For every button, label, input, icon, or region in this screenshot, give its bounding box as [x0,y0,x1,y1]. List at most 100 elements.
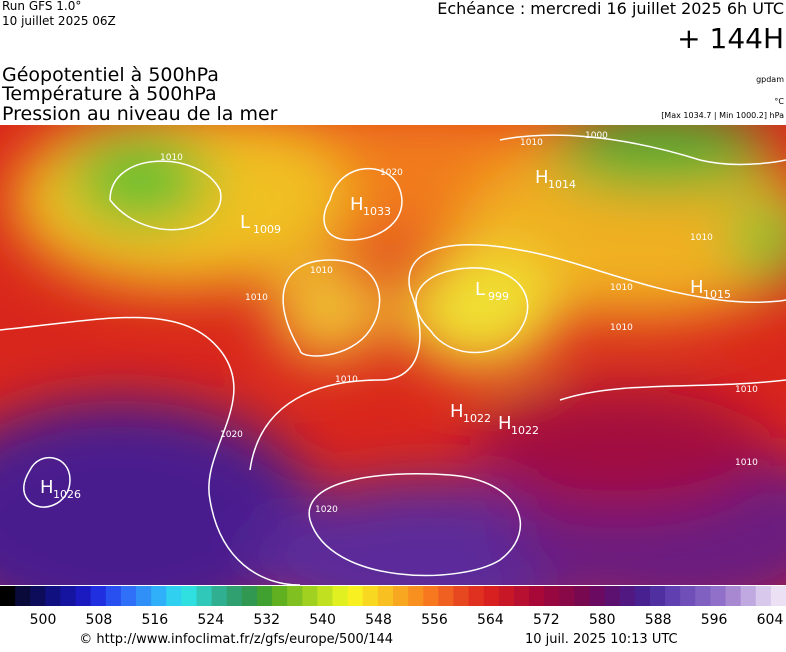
colorbar-swatch [256,586,273,606]
center-value: 1033 [363,205,391,218]
colorbar-label: 508 [86,612,113,628]
colorbar-label: 532 [253,612,280,628]
colorbar-swatch [770,586,786,606]
title: Température à 500hPa [1,83,217,105]
colorbar-label: 524 [197,612,224,628]
colorbar-label: 564 [477,612,504,628]
colorbar-label: 580 [589,612,616,628]
isobar-label: 1010 [735,458,758,468]
colorbar-swatch [634,586,651,606]
colorbar-swatch [604,586,621,606]
colorbar-swatch [377,586,394,606]
colorbar-label: 516 [141,612,168,628]
isobar-label: 1010 [610,283,633,293]
isobar-label: 1010 [310,266,333,276]
colorbar-swatch [544,586,560,606]
isobar-label: 1000 [585,131,608,141]
colorbar-swatch [287,586,303,606]
center-letter: H [450,401,464,422]
title: Géopotentiel à 500hPa [2,64,219,86]
center-letter: H [690,277,704,298]
isobar-label: 1010 [245,293,268,303]
colorbar-swatch [105,586,122,606]
center-letter: L [240,212,250,233]
colorbar-swatch [725,586,742,606]
isobar-label: 1020 [315,505,338,515]
colorbar-swatch [196,586,213,606]
colorbar-swatch [649,586,666,606]
colorbar-swatch [755,586,772,606]
center-letter: H [535,167,549,188]
colorbar-swatch [468,586,485,606]
colorbar-swatch [45,586,61,606]
colorbar-swatch [181,586,197,606]
lead-time: + 144H [677,22,784,55]
isobar-label: 1020 [220,430,243,440]
isobar-label: 1010 [160,153,183,163]
colorbar-label: 604 [757,612,784,628]
colorbar-swatch [438,586,454,606]
colorbar-swatch [90,586,107,606]
colorbar-swatch [680,586,696,606]
center-letter: H [498,413,512,434]
title: Pression au niveau de la mer [2,103,278,125]
colorbar-swatch [362,586,379,606]
center-value: 999 [488,290,509,303]
colorbar-swatch [30,586,46,606]
colorbar-swatch [574,586,590,606]
unit: gpdam [756,75,784,84]
colorbar-swatch [332,586,349,606]
colorbar-swatch [619,586,636,606]
colorbar-swatch [423,586,439,606]
colorbar-swatch [710,586,727,606]
colorbar-swatch [75,586,92,606]
colorbar-swatch [272,586,288,606]
colorbar-swatch [0,586,16,606]
colorbar-swatch [393,586,409,606]
footer-url: © http://www.infoclimat.fr/z/gfs/europe/… [79,632,393,647]
colorbar-swatch [166,586,182,606]
colorbar-label: 540 [309,612,336,628]
run: Run GFS 1.0° [2,0,81,13]
colorbar-swatch [226,586,243,606]
run-date: 10 juillet 2025 06Z [2,14,116,28]
center-letter: L [475,279,485,300]
center-value: 1022 [463,412,491,425]
center-letter: H [40,477,54,498]
colorbar-swatch [120,586,137,606]
echeance: Echéance : mercredi 16 juillet 2025 6h U… [437,0,784,18]
colorbar-label: 596 [701,612,728,628]
isobar-label: 1010 [335,375,358,385]
colorbar-swatch [483,586,500,606]
colorbar-swatch [211,586,228,606]
colorbar-swatch [15,586,31,606]
center-letter: H [350,194,364,215]
colorbar-swatch [302,586,318,606]
colorbar: 500 508 516 524 532 540 548 556 564 572 580 588 596 6… [0,586,786,628]
colorbar-swatch [136,586,152,606]
colorbar-label: 548 [365,612,392,628]
colorbar-swatch [589,586,606,606]
colorbar-swatch [740,586,757,606]
colorbar-swatch [241,586,258,606]
colorbar-swatch [665,586,681,606]
colorbar-swatch [529,586,545,606]
colorbar-swatch [347,586,364,606]
center-value: 1009 [253,223,281,236]
colorbar-label: 572 [533,612,560,628]
colorbar-swatch [60,586,77,606]
colorbar-swatch [453,586,470,606]
colorbar-swatch [559,586,575,606]
isobar-label: 1010 [520,138,543,148]
center-value: 1026 [53,488,81,501]
colorbar-swatch [317,586,334,606]
isobar-label: 1010 [610,323,633,333]
colorbar-swatch [513,586,530,606]
isobar-label: 1010 [690,233,713,243]
footer-time: 10 juil. 2025 10:13 UTC [525,632,678,647]
unit: °C [774,97,784,106]
colorbar-swatch [151,586,167,606]
isobar-label: 1010 [735,385,758,395]
